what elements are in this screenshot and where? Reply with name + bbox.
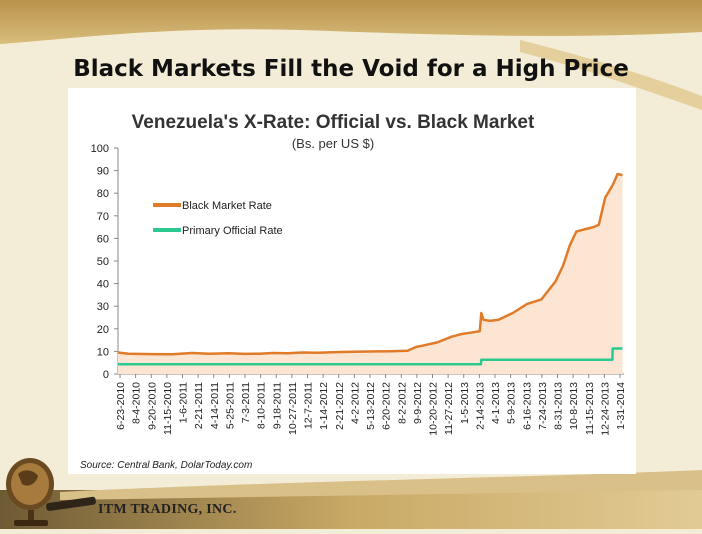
x-tick-label: 4-14-2011: [209, 382, 221, 429]
x-tick-label: 1-6-2011: [178, 382, 190, 423]
y-tick-label: 20: [97, 324, 109, 336]
x-tick-label: 1-5-2013: [459, 382, 471, 424]
chart-title: Venezuela's X-Rate: Official vs. Black M…: [132, 112, 535, 133]
x-tick-label: 7-24-2013: [537, 382, 549, 430]
bottom-swoosh: [60, 470, 702, 500]
bottom-decor-band: [0, 490, 702, 529]
legend-label: Primary Official Rate: [182, 225, 283, 237]
chart-svg: Venezuela's X-Rate: Official vs. Black M…: [91, 112, 627, 436]
x-tick-label: 11-15-2013: [584, 382, 596, 435]
official-rate-line: [118, 347, 623, 366]
x-tick-label: 2-14-2013: [474, 382, 486, 430]
chart-subtitle: (Bs. per US $): [292, 136, 374, 151]
legend-label: Black Market Rate: [182, 200, 272, 212]
x-tick-label: 4-1-2013: [490, 382, 502, 424]
y-tick-label: 100: [91, 143, 109, 155]
black-market-rate-line: [117, 172, 623, 356]
x-tick-label: 9-20-2010: [146, 382, 158, 430]
x-axis: 6-23-2010 8-4-2010 9-20-2010 11-15-2010 1-6-…: [115, 373, 627, 436]
x-tick-label: 8-2-2012: [396, 382, 408, 424]
y-tick-label: 10: [97, 346, 109, 358]
x-tick-label: 7-3-2011: [240, 382, 252, 423]
x-tick-label: 5-9-2013: [506, 382, 518, 424]
x-tick-label: 1-14-2012: [318, 382, 330, 430]
x-tick-label: 11-27-2012: [443, 382, 455, 435]
x-tick-label: 5-25-2011: [224, 382, 236, 429]
x-tick-label: 1-31-2014: [615, 382, 627, 430]
x-tick-label: 9-9-2012: [412, 382, 424, 424]
x-tick-label: 2-21-2012: [334, 382, 346, 430]
y-tick-label: 90: [97, 166, 109, 178]
slide-title: Black Markets Fill the Void for a High P…: [73, 56, 629, 82]
globe-icon: [0, 440, 96, 534]
x-tick-label: 8-31-2013: [553, 382, 565, 430]
y-tick-label: 30: [97, 301, 109, 313]
x-tick-label: 10-20-2012: [428, 382, 440, 436]
x-tick-label: 10-8-2013: [568, 382, 580, 430]
x-tick-label: 6-23-2010: [115, 382, 127, 430]
y-tick-label: 40: [97, 279, 109, 291]
series-area-fill: [118, 174, 623, 374]
y-tick-label: 50: [97, 256, 109, 268]
chart-panel: Venezuela's X-Rate: Official vs. Black M…: [68, 88, 636, 474]
plot-area: [117, 172, 623, 374]
chart-legend: Black Market Rate Primary Official Rate: [153, 200, 283, 237]
x-tick-label: 12-24-2013: [599, 382, 611, 436]
top-decor-band: [0, 0, 702, 44]
y-tick-label: 0: [103, 369, 109, 381]
x-tick-label: 6-16-2013: [521, 382, 533, 430]
x-tick-label: 2-21-2011: [193, 382, 205, 429]
source-note: Source: Central Bank, DolarToday.com: [80, 460, 253, 471]
x-tick-label: 8-4-2010: [131, 382, 143, 424]
y-tick-label: 70: [97, 211, 109, 223]
x-tick-label: 12-7-2011: [303, 382, 315, 429]
y-axis: 0 10 20 30 40 50 60 70 80 90 100: [91, 143, 119, 381]
company-name: ITM TRADING, INC.: [98, 502, 237, 517]
x-tick-label: 8-10-2011: [256, 382, 268, 429]
x-tick-label: 4-2-2012: [349, 382, 361, 424]
right-swoosh: [520, 40, 702, 110]
x-tick-label: 10-27-2011: [287, 382, 299, 435]
x-tick-label: 9-18-2011: [271, 382, 283, 429]
x-tick-label: 11-15-2010: [162, 382, 174, 435]
x-tick-label: 5-13-2012: [365, 382, 377, 430]
y-tick-label: 60: [97, 233, 109, 245]
x-tick-label: 6-20-2012: [381, 382, 393, 430]
y-tick-label: 80: [97, 188, 109, 200]
